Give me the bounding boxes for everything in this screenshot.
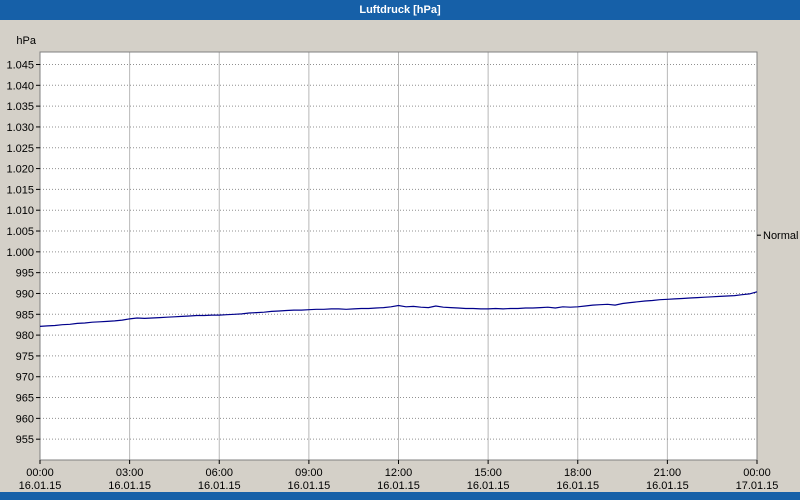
- y-tick-label: 1.040: [6, 80, 34, 92]
- y-tick-label: 1.005: [6, 226, 34, 238]
- y-tick-label: 960: [16, 413, 34, 425]
- x-tick-time-label: 21:00: [654, 467, 682, 479]
- x-tick-date-label: 16.01.15: [646, 480, 689, 492]
- x-tick-time-label: 06:00: [205, 467, 233, 479]
- y-tick-label: 1.030: [6, 122, 34, 134]
- x-tick-date-label: 17.01.15: [736, 480, 779, 492]
- x-tick-date-label: 16.01.15: [198, 480, 241, 492]
- y-tick-label: 1.000: [6, 247, 34, 259]
- y-axis-unit-label: hPa: [16, 35, 36, 47]
- x-tick-time-label: 18:00: [564, 467, 592, 479]
- y-tick-label: 965: [16, 393, 34, 405]
- x-tick-date-label: 16.01.15: [287, 480, 330, 492]
- y-tick-label: 990: [16, 288, 34, 300]
- x-tick-date-label: 16.01.15: [556, 480, 599, 492]
- x-tick-time-label: 15:00: [474, 467, 502, 479]
- bottom-bar: [0, 492, 800, 500]
- x-tick-time-label: 00:00: [26, 467, 54, 479]
- y-tick-label: 985: [16, 309, 34, 321]
- y-tick-label: 995: [16, 268, 34, 280]
- x-tick-date-label: 16.01.15: [108, 480, 151, 492]
- chart-area: hPa 1.045 1.040 1.035 1.030 1.025 1.020 1.015 1.…: [0, 20, 800, 492]
- y-tick-label: 1.015: [6, 184, 34, 196]
- normal-label: Normal: [763, 230, 798, 242]
- pressure-chart: hPa 1.045 1.040 1.035 1.030 1.025 1.020 1.015 1.…: [6, 35, 798, 492]
- window-title: Luftdruck [hPa]: [359, 4, 441, 16]
- y-tick-label: 1.020: [6, 164, 34, 176]
- x-tick-time-label: 12:00: [385, 467, 413, 479]
- x-tick-time-label: 03:00: [116, 467, 144, 479]
- x-tick-date-label: 16.01.15: [467, 480, 510, 492]
- y-tick-label: 1.035: [6, 101, 34, 113]
- pressure-line: [39, 291, 758, 327]
- y-tick-label: 955: [16, 434, 34, 446]
- x-tick-time-label: 00:00: [743, 467, 771, 479]
- x-tick-time-label: 09:00: [295, 467, 323, 479]
- y-tick-label: 970: [16, 372, 34, 384]
- y-tick-label: 1.045: [6, 59, 34, 71]
- y-tick-label: 980: [16, 330, 34, 342]
- x-tick-date-label: 16.01.15: [19, 480, 62, 492]
- x-tick-date-label: 16.01.15: [377, 480, 420, 492]
- window-titlebar[interactable]: Luftdruck [hPa]: [0, 0, 800, 20]
- y-tick-label: 1.010: [6, 205, 34, 217]
- y-tick-label: 975: [16, 351, 34, 363]
- y-tick-label: 1.025: [6, 143, 34, 155]
